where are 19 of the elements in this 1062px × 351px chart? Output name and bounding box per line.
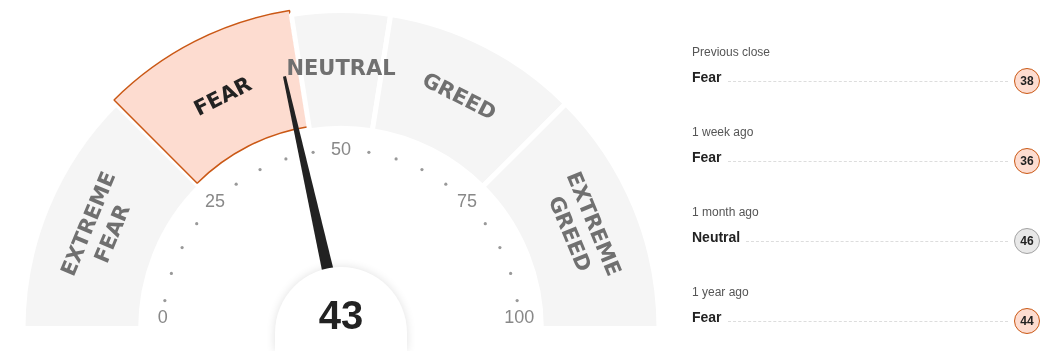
text: 75 xyxy=(457,191,478,212)
text: Neutral xyxy=(692,228,741,246)
text: Fear xyxy=(692,68,722,86)
slice-label: NEUTRAL xyxy=(286,55,396,80)
text: 25 xyxy=(204,191,225,212)
text: Fear xyxy=(692,148,722,166)
text: 43 xyxy=(318,292,364,339)
text: 1 year ago xyxy=(692,284,750,300)
text: 1 month ago xyxy=(692,204,760,220)
text: Fear xyxy=(692,308,722,326)
text: 46 xyxy=(1014,228,1040,254)
text: 0 xyxy=(157,307,168,328)
text: 36 xyxy=(1014,148,1040,174)
text: 38 xyxy=(1014,68,1040,94)
text: Previous close xyxy=(692,44,772,60)
text: 1 week ago xyxy=(692,124,755,140)
text: 44 xyxy=(1014,308,1040,334)
text: 100 xyxy=(504,307,535,328)
text: 50 xyxy=(330,139,352,160)
